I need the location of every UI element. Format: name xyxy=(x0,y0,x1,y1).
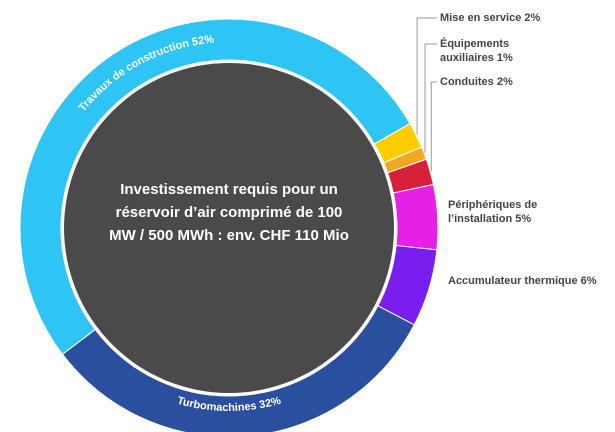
category-label: Accumulateur thermique xyxy=(448,275,578,287)
segment-label: Équipements auxiliaires 1% xyxy=(440,37,520,65)
category-label: Conduites xyxy=(440,76,494,88)
value-label: 5% xyxy=(515,213,532,225)
center-disc xyxy=(64,63,394,393)
category-label: Périphériques de l’installation xyxy=(448,199,538,225)
value-label: 32% xyxy=(258,395,282,412)
value-label: 6% xyxy=(580,275,597,287)
category-label: Équipements auxiliaires xyxy=(440,38,510,64)
value-label: 2% xyxy=(496,76,513,88)
leader-line xyxy=(424,43,437,153)
segment-label: Périphériques de l’installation 5% xyxy=(448,198,558,226)
leader-line xyxy=(430,81,437,172)
value-label: 2% xyxy=(524,12,541,24)
value-label: 52% xyxy=(191,34,215,49)
segment xyxy=(61,305,415,432)
segment xyxy=(392,183,439,251)
segment-label: Accumulateur thermique 6% xyxy=(448,274,597,288)
leader-line xyxy=(416,17,437,135)
center-label: Investissement requis pour un réservoir … xyxy=(109,181,349,244)
segment xyxy=(19,18,411,356)
segment-label: Mise en service 2% xyxy=(440,11,540,25)
segment-label: Conduites 2% xyxy=(440,75,513,89)
category-label: Mise en service xyxy=(440,12,522,24)
value-label: 1% xyxy=(496,52,513,64)
